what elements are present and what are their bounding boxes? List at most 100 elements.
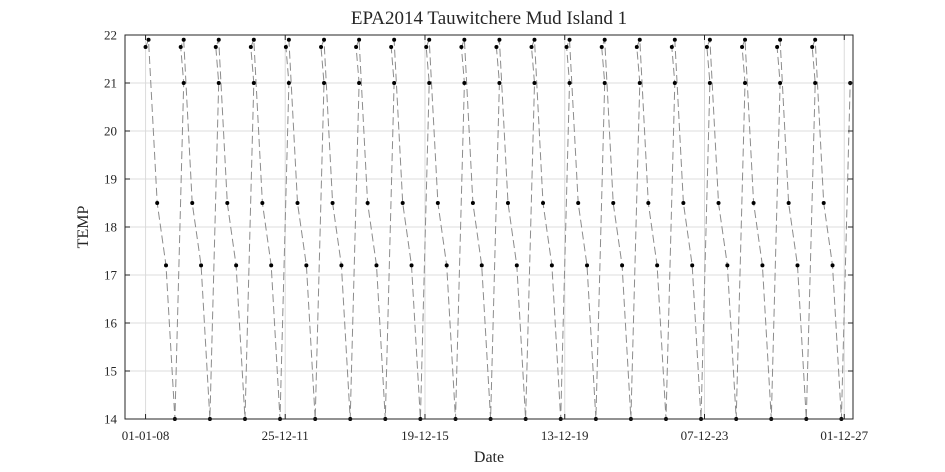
y-tick-label: 16 [104,316,118,331]
data-point [813,81,818,85]
data-point [620,263,625,268]
data-point [146,37,151,42]
data-point [704,45,709,49]
data-point [322,81,327,85]
data-point [462,37,467,42]
data-point [251,81,256,85]
data-point [760,263,765,268]
data-point [286,37,291,42]
axis-ticks: 14 15 16 17 18 19 20 21 22 01-01-08 25-12-11 19-12-… [104,28,869,444]
data-point [599,45,604,49]
series-line [145,39,851,420]
data-point [295,201,300,205]
data-point [427,81,432,85]
data-point [821,201,826,205]
data-point [716,201,721,205]
y-tick-label: 18 [104,220,117,235]
data-point [585,263,590,268]
data-point [143,45,148,49]
data-point [357,37,362,42]
data-point [637,81,642,85]
x-tick-label: 01-12-27 [820,428,868,443]
x-axis-label: Date [474,449,504,466]
data-point [216,37,221,42]
data-point [462,81,467,85]
data-point [681,201,686,205]
data-point [497,37,502,42]
data-point [392,81,397,85]
data-point [707,37,712,42]
data-point [795,263,800,268]
data-point [775,45,780,49]
data-point [494,45,499,49]
data-point [365,201,370,205]
data-point [602,37,607,42]
data-point [374,263,379,268]
chart-title: EPA2014 Tauwitchere Mud Island 1 [351,8,627,29]
data-point [830,263,835,268]
data-point [669,45,674,49]
data-point [424,45,429,49]
data-point [672,37,677,42]
data-point [479,263,484,268]
x-tick-label: 07-12-23 [681,428,729,443]
y-tick-label: 14 [104,412,118,427]
data-point [532,37,537,42]
data-point [164,263,169,268]
data-point [707,81,712,85]
data-point [322,37,327,42]
data-point [330,201,335,205]
data-point [646,201,651,205]
data-point [199,263,204,268]
data-point [319,45,324,49]
data-point [611,201,616,205]
data-point [778,81,783,85]
data-point [672,81,677,85]
data-point [497,81,502,85]
y-tick-label: 17 [104,268,118,283]
data-point [357,81,362,85]
data-point [740,45,745,49]
x-tick-label: 13-12-19 [541,428,589,443]
data-point [400,201,405,205]
data-point [690,263,695,268]
data-point [637,37,642,42]
data-point [514,263,519,268]
data-point [225,201,230,205]
data-points [143,37,853,421]
x-tick-label: 01-01-08 [122,428,170,443]
data-point [389,45,394,49]
data-point [392,37,397,42]
data-point [435,201,440,205]
data-point [283,45,288,49]
data-point [725,263,730,268]
data-point [743,37,748,42]
data-point [813,37,818,42]
y-tick-label: 15 [104,364,117,379]
data-point [470,201,475,205]
x-tick-label: 25-12-11 [262,428,309,443]
data-point [251,37,256,42]
data-point [778,37,783,42]
data-point [505,201,510,205]
data-point [786,201,791,205]
data-point [409,263,414,268]
data-point [213,45,218,49]
x-tick-label: 19-12-15 [401,428,449,443]
y-tick-label: 20 [104,124,117,139]
data-point [602,81,607,85]
data-point [576,201,581,205]
data-point [178,45,183,49]
data-point [567,81,572,85]
data-point [444,263,449,268]
data-point [181,37,186,42]
data-point [743,81,748,85]
data-point [304,263,309,268]
data-point [567,37,572,42]
data-point [459,45,464,49]
data-point [529,45,534,49]
data-point [260,201,265,205]
data-point [269,263,274,268]
data-point [354,45,359,49]
